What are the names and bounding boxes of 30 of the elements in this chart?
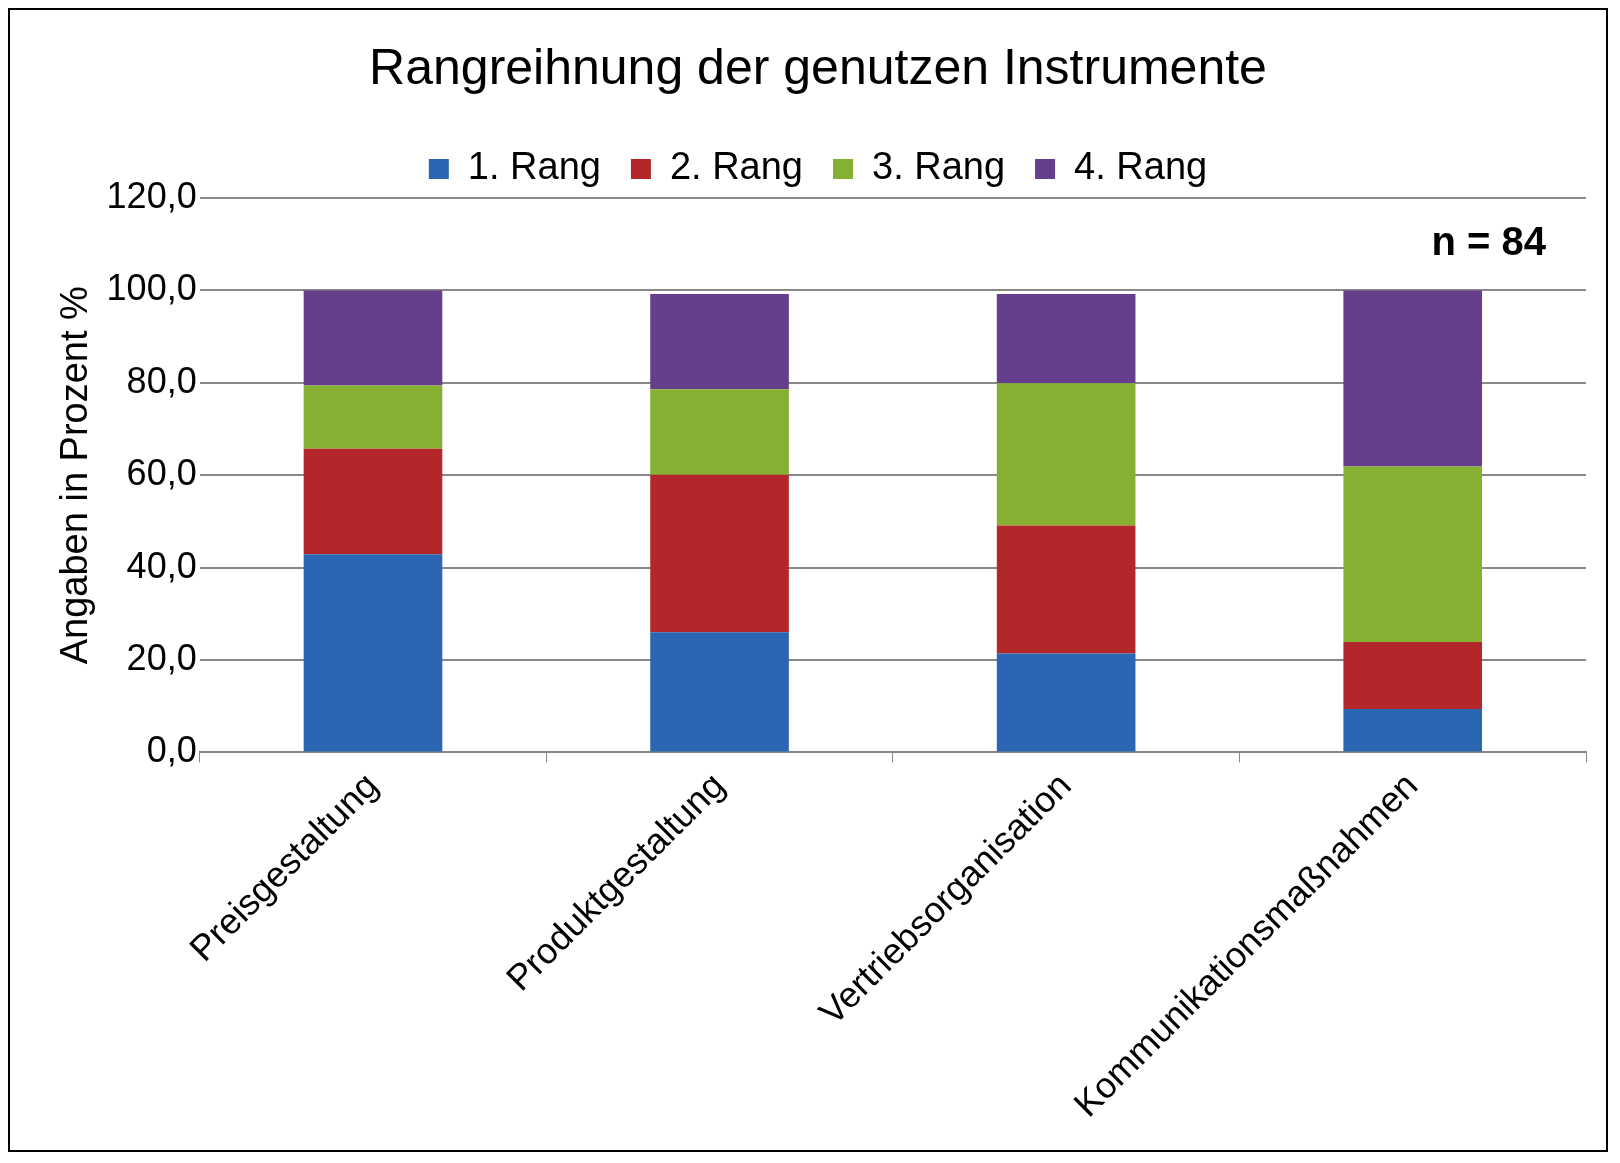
bar	[996, 294, 1136, 384]
y-axis-title: Angaben in Prozent %	[53, 286, 96, 665]
chart-title: Rangreihnung der genutzen Instrumente	[369, 38, 1267, 95]
bar	[303, 290, 443, 386]
y-tick-label: 80,0	[126, 359, 197, 401]
bar	[1343, 290, 1483, 467]
legend-label: 2. Rang	[669, 145, 803, 188]
bar	[650, 474, 789, 633]
y-tick-label: 20,0	[126, 636, 197, 678]
bar	[303, 554, 443, 752]
bar	[650, 632, 789, 752]
bar	[303, 385, 443, 449]
annotation: n = 84	[1431, 219, 1547, 264]
y-tick-label: 120,0	[106, 174, 197, 216]
y-tick-label: 100,0	[106, 267, 197, 309]
legend-label: 1. Rang	[467, 145, 601, 188]
y-tick-label: 60,0	[126, 452, 197, 494]
y-tick-label: 40,0	[126, 544, 197, 586]
bar	[1343, 466, 1483, 642]
bar	[1343, 641, 1483, 709]
bar	[996, 383, 1136, 526]
y-tick-label: 0,0	[146, 729, 197, 771]
bar	[1343, 708, 1483, 752]
bar	[996, 525, 1136, 654]
bar	[650, 294, 789, 390]
legend-label: 3. Rang	[872, 145, 1006, 188]
legend-label: 4. Rang	[1074, 145, 1208, 188]
bar	[303, 448, 443, 555]
bar	[650, 389, 789, 475]
bar	[996, 653, 1136, 752]
